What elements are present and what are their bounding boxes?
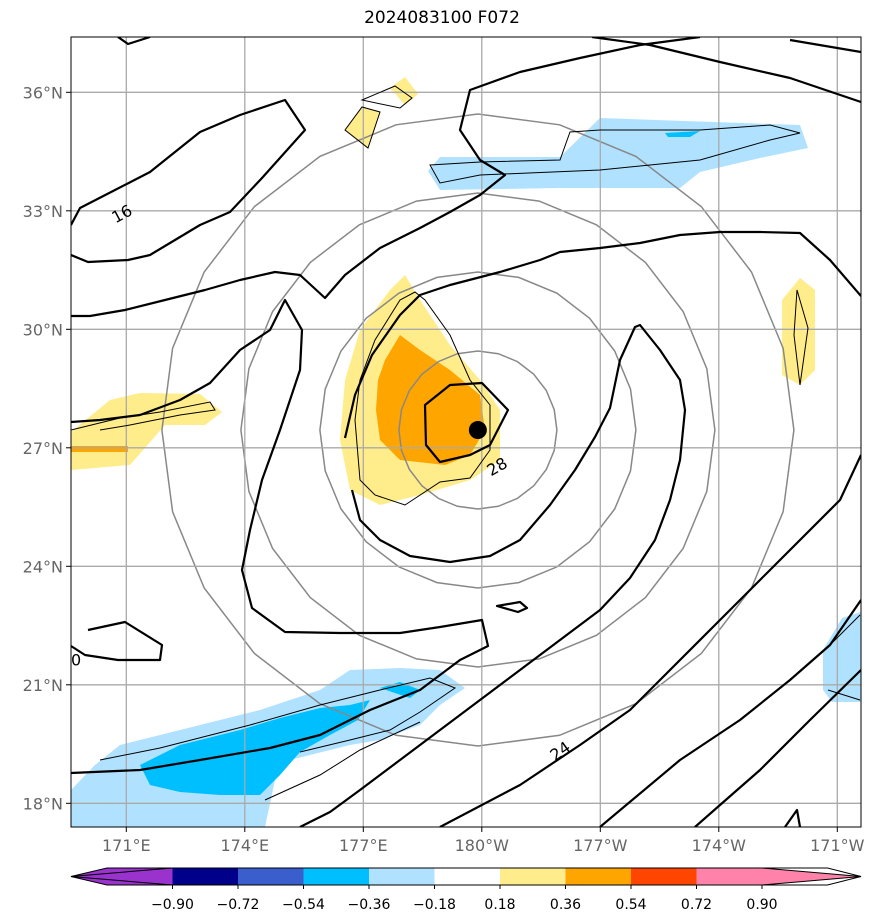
colorbar-tick-label: 0.90: [746, 897, 777, 913]
colorbar: −0.90 −0.72 −0.54 −0.36 −0.18 0.18 0.36 0.54 0.7…: [70, 867, 862, 913]
thick-contour: [71, 298, 490, 775]
x-tick-label: 174°E: [220, 836, 269, 855]
thin-contour: [827, 614, 861, 701]
thick-contour: [591, 37, 861, 104]
thick-contour: [495, 600, 529, 614]
thick-contour: [71, 98, 307, 264]
thin-contour: [354, 291, 491, 506]
colorbar-frame: [70, 867, 862, 886]
colorbar-segment: [369, 868, 435, 885]
contour-label: 24: [546, 738, 574, 765]
shaded-region: [140, 700, 370, 795]
thick-contour: [117, 37, 151, 46]
range-ring: [240, 192, 716, 668]
y-tick-label: 21°N: [23, 676, 63, 695]
shaded-region: [390, 77, 418, 105]
colorbar-segment: [434, 868, 500, 885]
y-tick-label: 24°N: [23, 557, 63, 576]
thick-contour: [71, 37, 701, 318]
colorbar-segment: [631, 868, 697, 885]
plot-frame: [70, 36, 862, 828]
x-tick-label: 174°W: [692, 836, 747, 855]
thick-contour: [423, 381, 510, 464]
thin-contour: [793, 289, 809, 386]
colorbar-tick-label: 0.18: [484, 897, 515, 913]
x-tick-label: 180°W: [455, 836, 510, 855]
thick-contour: [694, 669, 861, 827]
range-ring: [398, 350, 558, 510]
colorbar-segment: [500, 868, 566, 885]
center-marker: [468, 421, 487, 440]
colorbar-tick-label: −0.18: [413, 897, 456, 913]
thin-contour: [99, 677, 457, 761]
y-axis: 18°N 21°N 24°N 27°N 30°N 33°N 36°N: [23, 83, 71, 813]
contour-label: 20: [61, 651, 81, 670]
thin-contours: [71, 85, 861, 801]
chart-title: 2024083100 F072: [364, 8, 520, 28]
thick-contour: [343, 230, 861, 439]
colorbar-segment: [696, 868, 861, 885]
shaded-region: [71, 446, 128, 452]
thick-contour: [71, 620, 164, 662]
thick-contour: [439, 454, 861, 827]
thick-contours: [71, 37, 861, 827]
contour-label: 16: [108, 201, 135, 227]
thin-contour: [344, 106, 381, 149]
x-tick-label: 177°E: [339, 836, 388, 855]
x-tick-label: 171°E: [102, 836, 151, 855]
colorbar-tick-label: −0.90: [151, 897, 194, 913]
thick-contour: [299, 323, 687, 827]
thin-contour: [429, 124, 801, 184]
thin-contour: [360, 85, 413, 109]
colorbar-tick-label: 0.72: [681, 897, 712, 913]
colorbar-segment: [303, 868, 369, 885]
thin-contour: [264, 721, 421, 801]
colorbar-tick-label: −0.54: [282, 897, 325, 913]
colorbar-tick-label: −0.72: [217, 897, 260, 913]
thick-contour: [599, 599, 861, 827]
shaded-region: [782, 278, 815, 385]
x-tick-label: 177°W: [573, 836, 628, 855]
shading-layer: [71, 77, 861, 827]
colorbar-tick-label: 0.54: [615, 897, 646, 913]
colorbar-segment: [172, 868, 238, 885]
x-axis: 171°E 174°E 177°E 180°W 177°W 174°W 171°W: [102, 827, 865, 855]
colorbar-segment: [565, 868, 631, 885]
thick-contour: [789, 38, 861, 54]
y-tick-label: 33°N: [23, 202, 63, 221]
colorbar-tick-label: 0.36: [550, 897, 581, 913]
x-tick-label: 171°W: [810, 836, 865, 855]
y-tick-label: 30°N: [23, 320, 63, 339]
shaded-region: [665, 131, 700, 137]
y-tick-label: 27°N: [23, 439, 63, 458]
colorbar-segment: [238, 868, 304, 885]
colorbar-tick-label: −0.36: [348, 897, 391, 913]
thick-contour: [784, 808, 802, 827]
gridlines: [71, 37, 861, 827]
y-tick-label: 36°N: [23, 83, 63, 102]
shaded-region: [428, 118, 808, 190]
y-tick-label: 18°N: [23, 794, 63, 813]
